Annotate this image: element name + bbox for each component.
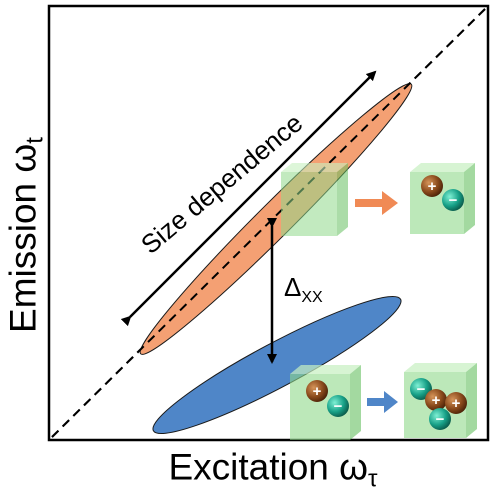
transition-arrow-lower bbox=[367, 391, 398, 413]
particle-minus-icon bbox=[327, 395, 349, 417]
svg-text:−: − bbox=[436, 411, 445, 428]
particle-plus-icon bbox=[445, 392, 467, 414]
svg-text:+: + bbox=[313, 383, 322, 400]
off-diagonal-peak-ellipse bbox=[152, 295, 402, 435]
svg-text:−: − bbox=[334, 398, 343, 415]
svg-text:+: + bbox=[428, 178, 437, 195]
exciton-cube-icon: + − bbox=[410, 163, 475, 234]
x-axis-label: Excitation ωτ bbox=[168, 446, 378, 493]
plot-frame bbox=[47, 4, 490, 442]
svg-text:−: − bbox=[417, 381, 426, 398]
diagonal-cube-icon bbox=[281, 163, 348, 236]
svg-text:+: + bbox=[452, 395, 461, 412]
svg-text:−: − bbox=[449, 192, 458, 209]
particle-plus-icon bbox=[421, 175, 443, 197]
size-dependence-arrow bbox=[120, 70, 377, 327]
delta-xx-label: ΔXX bbox=[284, 272, 323, 306]
transition-arrow-upper bbox=[355, 191, 398, 215]
particle-minus-icon bbox=[429, 408, 451, 430]
exciton-cube-lower-icon: + − bbox=[290, 365, 361, 440]
particle-plus-icon bbox=[306, 380, 328, 402]
biexciton-cube-icon: − + + − bbox=[404, 363, 477, 438]
particle-plus-icon bbox=[425, 389, 447, 411]
svg-text:+: + bbox=[432, 392, 441, 409]
particle-minus-icon bbox=[442, 189, 464, 211]
y-axis-label: Emission ωt bbox=[2, 137, 49, 333]
